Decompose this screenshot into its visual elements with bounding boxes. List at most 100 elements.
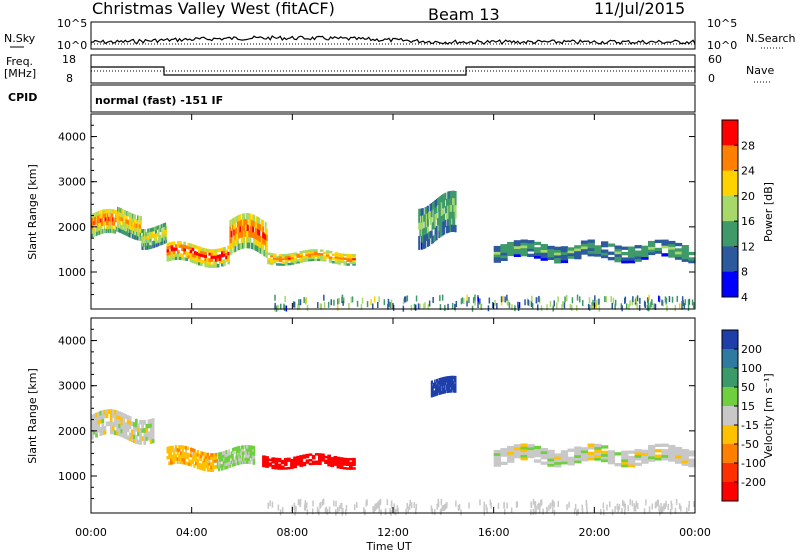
heatmap-cell	[513, 449, 522, 453]
heatmap-cell	[455, 389, 457, 393]
heatmap-cell	[641, 251, 649, 255]
heatmap-cell	[625, 303, 628, 310]
heatmap-cell	[305, 249, 309, 253]
heatmap-cell	[146, 235, 148, 240]
heatmap-cell	[452, 190, 454, 199]
heatmap-cell	[445, 212, 448, 220]
heatmap-cell	[430, 388, 433, 393]
heatmap-cell	[419, 222, 422, 230]
heatmap-cell	[508, 302, 511, 309]
heatmap-cell	[187, 251, 191, 256]
heatmap-cell	[91, 430, 94, 436]
heatmap-cell	[238, 226, 241, 233]
heatmap-cell	[166, 446, 169, 451]
heatmap-cell	[193, 257, 197, 261]
heatmap-cell	[183, 247, 186, 252]
heatmap-cell	[142, 239, 144, 244]
heatmap-cell	[661, 457, 669, 461]
heatmap-cell	[151, 418, 155, 423]
heatmap-cell	[271, 459, 276, 462]
heatmap-cell	[142, 232, 144, 237]
heatmap-cell	[634, 250, 642, 254]
heatmap-cell	[438, 217, 441, 225]
heatmap-cell	[111, 228, 113, 234]
heatmap-cell	[95, 216, 97, 221]
heatmap-cell	[443, 200, 446, 208]
heatmap-cell	[189, 243, 193, 248]
heatmap-cell	[143, 242, 145, 247]
heatmap-cell	[245, 230, 248, 237]
heatmap-cell	[340, 502, 342, 509]
heatmap-cell	[218, 254, 222, 258]
heatmap-cell	[500, 252, 508, 256]
heatmap-cell	[203, 455, 206, 459]
heatmap-cell	[449, 224, 452, 233]
heatmap-cell	[156, 232, 158, 237]
heatmap-cell	[433, 214, 436, 222]
heatmap-cell	[450, 378, 452, 382]
heatmap-cell	[648, 305, 650, 312]
heatmap-cell	[333, 459, 338, 463]
heatmap-cell	[99, 218, 101, 223]
heatmap-cell	[432, 235, 434, 244]
heatmap-cell	[654, 303, 656, 310]
heatmap-cell	[417, 303, 420, 310]
heatmap-cell	[506, 294, 508, 301]
heatmap-cell	[603, 509, 605, 516]
heatmap-cell	[432, 388, 434, 392]
heatmap-cell	[231, 218, 234, 225]
heatmap-cell	[225, 258, 228, 263]
heatmap-cell	[206, 264, 209, 268]
heatmap-cell	[420, 235, 423, 243]
heatmap-cell	[339, 464, 344, 468]
heatmap-cell	[360, 303, 363, 310]
heatmap-cell	[247, 445, 249, 449]
heatmap-cell	[627, 464, 636, 468]
heatmap-cell	[138, 236, 141, 241]
heatmap-cell	[147, 423, 151, 429]
heatmap-cell	[227, 257, 230, 262]
heatmap-cell	[106, 212, 108, 218]
heatmap-cell	[181, 256, 184, 261]
heatmap-cell	[165, 229, 168, 233]
heatmap-cell	[149, 427, 153, 432]
heatmap-cell	[629, 499, 631, 506]
heatmap-cell	[627, 257, 636, 261]
heatmap-cell	[159, 241, 162, 246]
heatmap-cell	[681, 247, 689, 251]
heatmap-cell	[430, 236, 433, 245]
heatmap-cell	[557, 296, 559, 303]
heatmap-cell	[311, 254, 315, 258]
heatmap-cell	[161, 234, 163, 238]
heatmap-cell	[546, 304, 548, 311]
heatmap-cell	[120, 228, 122, 234]
heatmap-cell	[247, 460, 249, 464]
heatmap-cell	[337, 256, 342, 260]
heatmap-cell	[296, 457, 300, 461]
heatmap-cell	[442, 194, 444, 202]
heatmap-cell	[430, 223, 433, 231]
heatmap-cell	[187, 255, 191, 259]
heatmap-cell	[373, 296, 376, 303]
heatmap-cell	[494, 299, 496, 306]
heatmap-cell	[293, 456, 297, 459]
heatmap-cell	[93, 232, 95, 237]
heatmap-cell	[114, 209, 116, 215]
heatmap-cell	[264, 227, 267, 235]
heatmap-cell	[281, 254, 286, 257]
heatmap-cell	[225, 450, 228, 454]
heatmap-cell	[109, 216, 111, 222]
heatmap-cell	[668, 240, 676, 245]
heatmap-cell	[168, 257, 172, 261]
heatmap-cell	[200, 253, 203, 257]
heatmap-cell	[112, 213, 114, 218]
heatmap-cell	[107, 220, 110, 226]
heatmap-cell	[250, 457, 253, 462]
heatmap-cell	[276, 259, 280, 262]
heatmap-cell	[93, 220, 95, 226]
heatmap-cell	[148, 238, 150, 243]
heatmap-cell	[440, 498, 443, 505]
heatmap-cell	[334, 259, 339, 263]
heatmap-cell	[674, 446, 683, 451]
